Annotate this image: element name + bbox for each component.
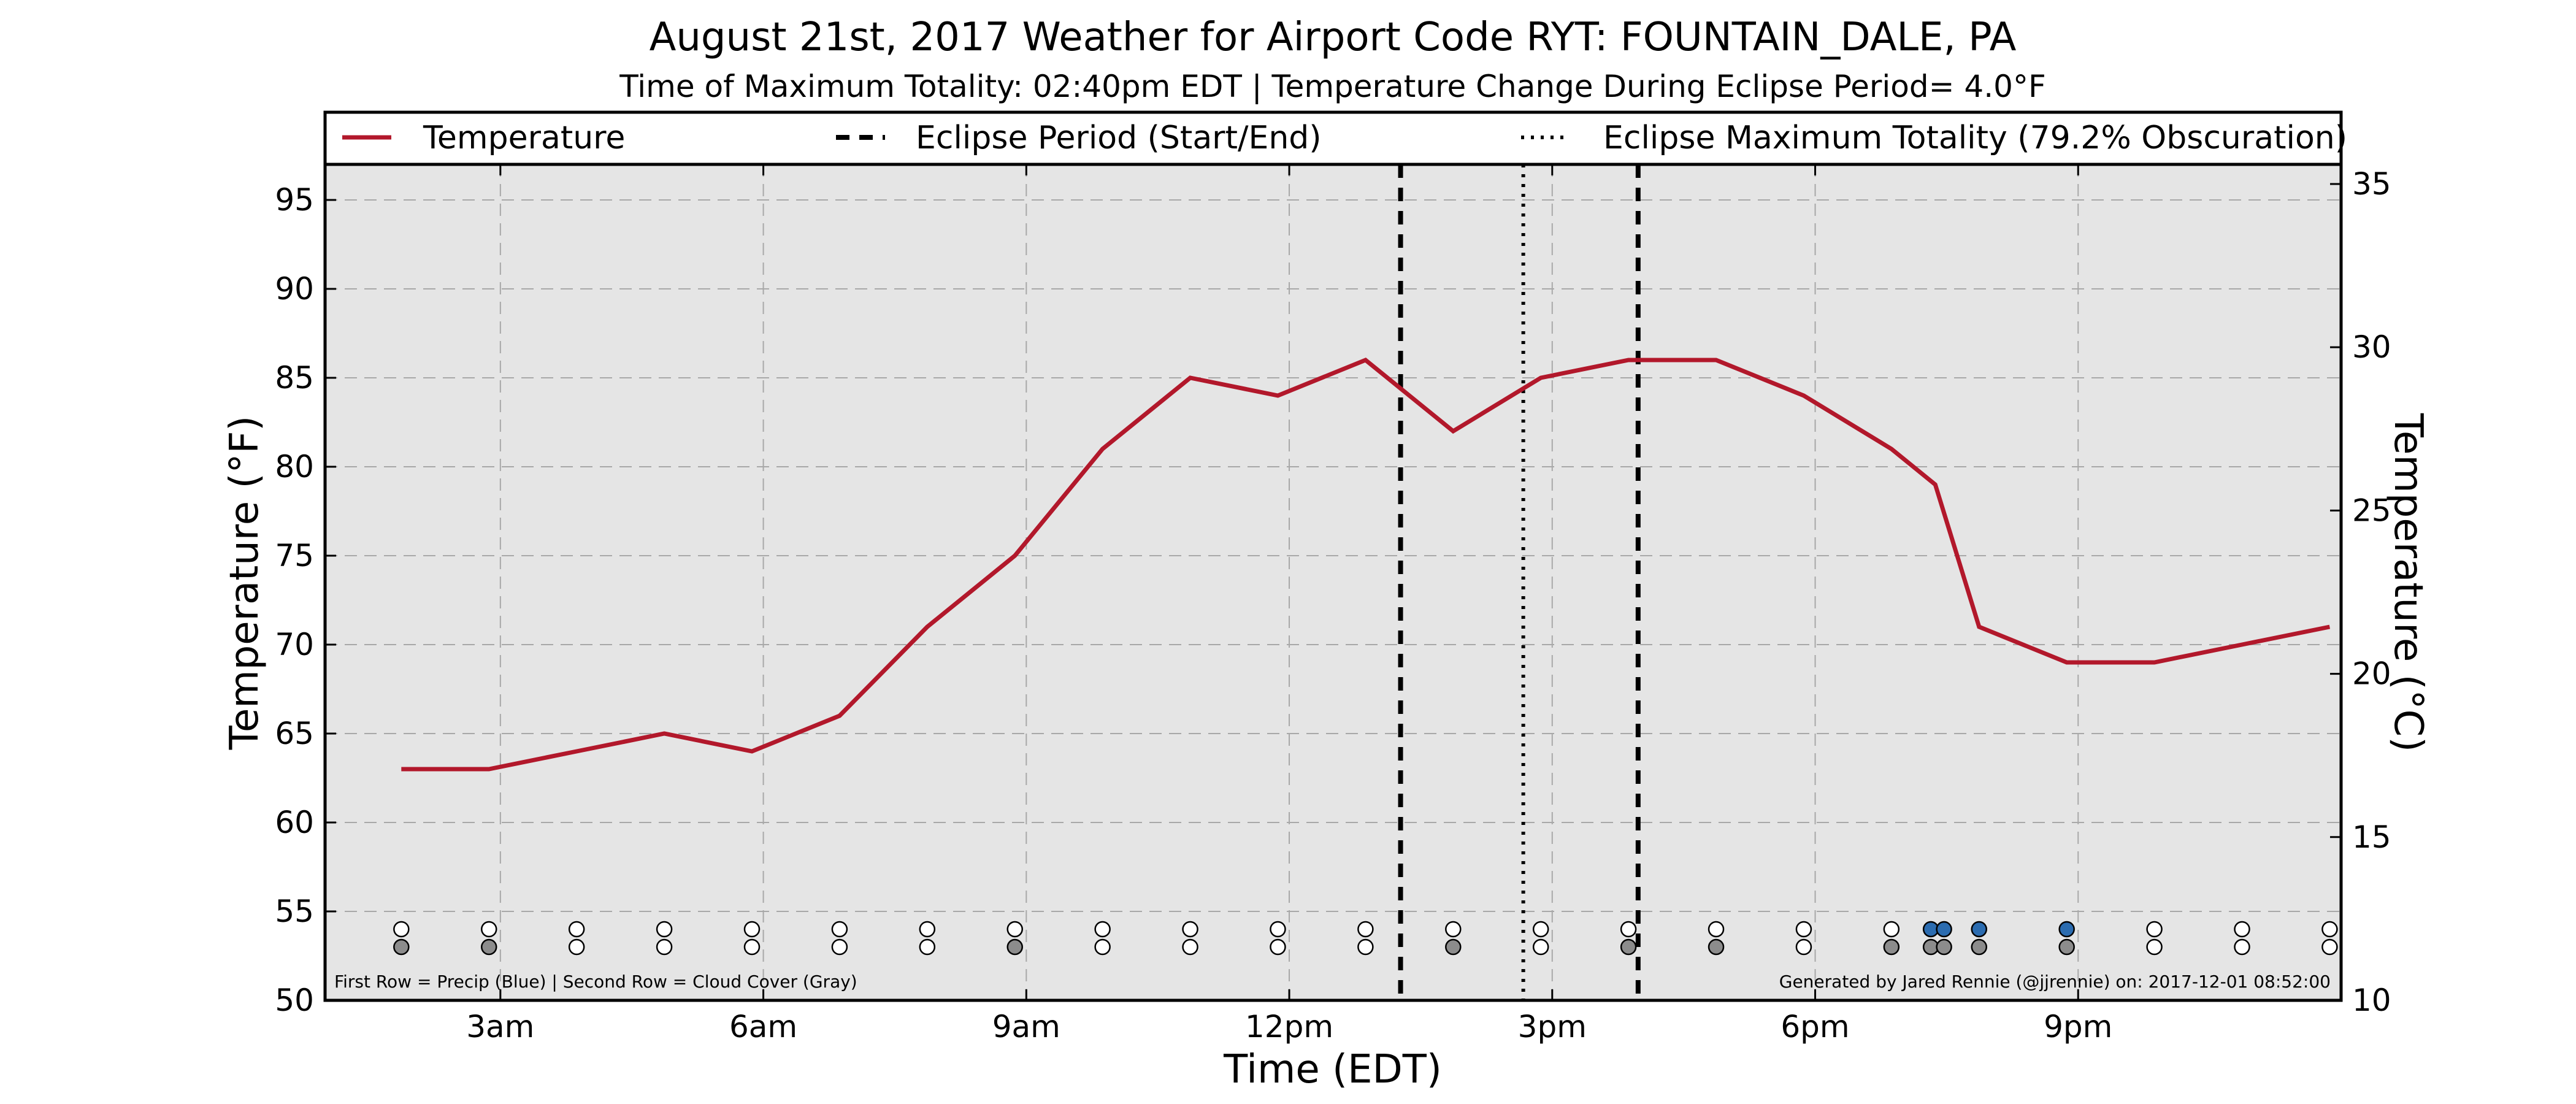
precip-marker xyxy=(743,921,761,938)
footnote-legend: First Row = Precip (Blue) | Second Row =… xyxy=(334,972,857,992)
series-line-temperature xyxy=(401,357,2331,772)
cloud-marker xyxy=(480,938,497,956)
cloud-marker xyxy=(1795,938,1812,956)
precip-marker xyxy=(919,921,936,938)
x-axis-ticks: 3am 6am 9am 12pm 3pm 6pm 9pm xyxy=(466,164,2112,1045)
legend: Temperature Eclipse Period (Start/End) E… xyxy=(323,110,2347,166)
y-axis-right-ticks: 10 15 20 25 30 35 xyxy=(2330,166,2391,1018)
cloud-marker xyxy=(2234,938,2250,956)
precip-marker xyxy=(1971,921,1988,938)
precip-marker xyxy=(568,921,585,938)
cloud-marker xyxy=(2058,938,2075,956)
precip-marker xyxy=(2146,921,2163,938)
y-tick-label: 65 xyxy=(275,716,314,751)
precip-marker xyxy=(1094,921,1111,938)
cloud-marker xyxy=(1708,938,1725,956)
precip-marker xyxy=(1620,921,1637,938)
chart-title: August 21st, 2017 Weather for Airport Co… xyxy=(650,15,2017,60)
x-tick-label: 9am xyxy=(992,1009,1060,1045)
y-axis-ticks: 50 55 60 65 70 75 80 85 90 95 xyxy=(275,182,336,1018)
precip-marker xyxy=(1445,921,1462,938)
precip-marker xyxy=(1006,921,1023,938)
cloud-marker xyxy=(831,938,848,956)
y-tick-label: 55 xyxy=(275,894,314,929)
precip-marker xyxy=(480,921,497,938)
cloud-marker xyxy=(2321,938,2338,956)
footnote-credit: Generated by Jared Rennie (@jjrennie) on… xyxy=(1779,972,2331,992)
precip-marker xyxy=(1270,921,1286,938)
y-right-tick-label: 10 xyxy=(2352,983,2391,1018)
precip-marker xyxy=(2058,921,2075,938)
cloud-marker xyxy=(1270,938,1286,956)
eclipse-lines xyxy=(1398,164,1641,1000)
legend-box xyxy=(323,110,2343,166)
cloud-marker xyxy=(1971,938,1988,956)
legend-label-eclipse-max: Eclipse Maximum Totality (79.2% Obscurat… xyxy=(1603,120,2347,156)
y-right-tick-label: 15 xyxy=(2352,819,2391,855)
cloud-marker xyxy=(1182,938,1198,956)
precip-marker xyxy=(2321,921,2338,938)
precip-marker xyxy=(1708,921,1725,938)
y-tick-label: 85 xyxy=(275,360,314,396)
precip-marker xyxy=(1357,921,1374,938)
precip-marker xyxy=(1936,921,1952,938)
y-tick-label: 60 xyxy=(275,805,314,840)
cloud-marker xyxy=(1532,938,1549,956)
cloud-marker xyxy=(2146,938,2163,956)
cloud-marker xyxy=(568,938,585,956)
x-tick-label: 3am xyxy=(466,1009,534,1045)
cloud-marker xyxy=(656,938,673,956)
cloud-marker xyxy=(1357,938,1374,956)
cloud-marker xyxy=(1006,938,1023,956)
precip-marker xyxy=(1182,921,1198,938)
y-axis-label: Temperature (°F) xyxy=(222,416,267,751)
plot-background xyxy=(325,164,2341,1000)
y-tick-label: 50 xyxy=(275,983,314,1018)
cloud-marker xyxy=(1445,938,1462,956)
x-tick-label: 3pm xyxy=(1518,1009,1587,1045)
x-axis-label: Time (EDT) xyxy=(1223,1047,1442,1092)
y-right-tick-label: 20 xyxy=(2352,656,2391,692)
cloud-marker xyxy=(1883,938,1900,956)
cloud-marker xyxy=(393,938,410,956)
precip-marker xyxy=(1532,921,1549,938)
y-tick-label: 75 xyxy=(275,538,314,573)
cloud-marker xyxy=(1094,938,1111,956)
y-tick-label: 70 xyxy=(275,627,314,662)
precip-marker xyxy=(1883,921,1900,938)
cloud-marker xyxy=(743,938,761,956)
observation-markers xyxy=(393,921,2338,956)
precip-marker xyxy=(656,921,673,938)
x-tick-label: 6am xyxy=(729,1009,797,1045)
legend-label-eclipse-period: Eclipse Period (Start/End) xyxy=(916,120,1322,156)
x-tick-label: 12pm xyxy=(1245,1009,1333,1045)
cloud-marker xyxy=(919,938,936,956)
y-tick-label: 95 xyxy=(275,182,314,218)
precip-marker xyxy=(831,921,848,938)
y-tick-label: 80 xyxy=(275,449,314,485)
x-tick-label: 6pm xyxy=(1781,1009,1849,1045)
y-axis-right-label: Temperature (°C) xyxy=(2385,413,2431,752)
precip-marker xyxy=(2234,921,2250,938)
precip-marker xyxy=(1795,921,1812,938)
precip-marker xyxy=(393,921,410,938)
y-right-tick-label: 35 xyxy=(2352,166,2391,202)
y-right-tick-label: 30 xyxy=(2352,329,2391,365)
legend-label-temperature: Temperature xyxy=(423,120,625,156)
x-tick-label: 9pm xyxy=(2044,1009,2112,1045)
y-right-tick-label: 25 xyxy=(2352,493,2391,528)
cloud-marker xyxy=(1936,938,1952,956)
y-tick-label: 90 xyxy=(275,271,314,307)
chart-subtitle: Time of Maximum Totality: 02:40pm EDT | … xyxy=(619,69,2045,104)
temperature-series xyxy=(401,357,2331,772)
cloud-marker xyxy=(1620,938,1637,956)
